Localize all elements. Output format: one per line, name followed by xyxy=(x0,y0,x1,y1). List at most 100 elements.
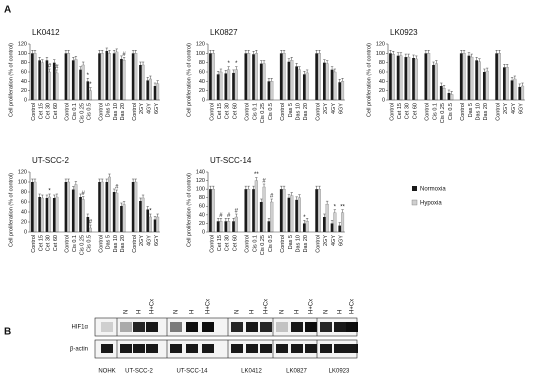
x-tick-label: Control xyxy=(31,235,37,253)
cell-line-label: NOHK xyxy=(98,369,115,375)
bar xyxy=(447,93,451,100)
x-tick-label: 2GY xyxy=(139,103,145,114)
bar xyxy=(156,216,160,233)
band xyxy=(202,344,214,353)
bar xyxy=(100,181,104,233)
bar xyxy=(267,221,271,232)
bar xyxy=(74,184,78,233)
bar xyxy=(262,63,266,101)
bar xyxy=(432,65,435,100)
x-tick-label: Cis 0.5 xyxy=(268,103,274,120)
x-tick-label: Cet 30 xyxy=(46,103,52,119)
significance-marker: # xyxy=(219,213,223,219)
band xyxy=(170,322,182,332)
x-tick-label: Cet 60 xyxy=(53,235,59,251)
band xyxy=(334,322,346,332)
bar xyxy=(79,69,82,100)
bar xyxy=(153,86,157,100)
y-axis-label: Cell proliferation (% of control) xyxy=(186,173,192,247)
bar xyxy=(495,53,499,100)
bar xyxy=(282,188,286,233)
bar xyxy=(330,69,334,100)
significance-marker: # xyxy=(262,179,266,185)
panel-label: B xyxy=(4,327,11,338)
bar xyxy=(412,58,415,100)
legend: Normoxia Hypoxia xyxy=(411,186,446,207)
bar xyxy=(252,189,255,232)
bar xyxy=(470,56,474,101)
bar xyxy=(216,221,220,232)
panel-label: A xyxy=(4,5,11,16)
x-tick-label: Control xyxy=(245,235,251,253)
bar xyxy=(252,54,255,100)
significance-marker: # xyxy=(227,213,231,219)
cell-line-label: LK0923 xyxy=(329,369,350,375)
bar xyxy=(254,53,258,101)
y-axis-label: Cell proliferation (% of control) xyxy=(8,43,14,117)
band xyxy=(346,344,358,353)
chart-title: LK0827 xyxy=(210,28,238,37)
lane-label: H xyxy=(137,310,143,314)
x-tick-label: 4GY xyxy=(511,103,517,114)
x-tick-label: Cis 0.25 xyxy=(260,235,266,255)
y-tick-label: 40 xyxy=(199,79,205,85)
chart: UT-SCC-2 Cell proliferation (% of control… xyxy=(8,156,160,255)
bar xyxy=(115,192,119,233)
x-tick-label: Control xyxy=(132,235,138,253)
significance-marker: * xyxy=(89,82,92,88)
band xyxy=(120,322,132,332)
x-tick-label: 6GY xyxy=(339,235,345,246)
lane-label: H xyxy=(190,310,196,314)
x-tick-label: Cis 0.5 xyxy=(268,235,274,252)
bar xyxy=(131,53,135,100)
lane-label: H+Cx xyxy=(206,299,212,314)
y-tick-label: 120 xyxy=(196,41,205,47)
cell-line-label: UT-SCC-2 xyxy=(125,369,153,375)
bar xyxy=(153,219,157,232)
bar xyxy=(48,196,52,233)
significance-marker: * xyxy=(48,189,51,195)
y-tick-label: 20 xyxy=(379,88,385,94)
western-blot: HIF1α β-actin NOHK N H H+Cx UT-SCC-2 N H H+Cx UT… xyxy=(70,299,358,375)
bar xyxy=(279,53,283,100)
y-tick-label: 60 xyxy=(199,69,205,75)
y-tick-label: 20 xyxy=(199,221,205,227)
legend-swatch xyxy=(412,186,417,191)
bar xyxy=(139,65,142,100)
x-tick-label: Cet 30 xyxy=(225,103,231,119)
bar xyxy=(254,180,258,233)
bar xyxy=(302,74,306,100)
chart: LK0923 Cell proliferation (% of control) 0… xyxy=(366,28,525,123)
significance-marker: # xyxy=(48,64,52,70)
x-tick-label: 2GY xyxy=(139,235,145,246)
x-tick-label: 6GY xyxy=(519,103,525,114)
bar xyxy=(227,221,231,233)
bar xyxy=(81,64,85,101)
band xyxy=(202,322,214,332)
bar xyxy=(211,53,215,101)
bar xyxy=(389,53,392,100)
x-tick-label: Control xyxy=(496,103,502,121)
bar xyxy=(247,188,251,233)
x-tick-label: Cis 0.25 xyxy=(79,235,85,255)
x-tick-label: Cet 15 xyxy=(38,103,44,119)
bar xyxy=(105,51,109,100)
x-tick-label: Control xyxy=(209,103,215,121)
significance-marker: ** xyxy=(254,172,259,178)
x-tick-label: Control xyxy=(316,103,322,121)
bar xyxy=(98,53,101,100)
lane-label: H+Cx xyxy=(150,299,156,314)
band xyxy=(133,322,145,332)
bar xyxy=(338,225,342,232)
x-tick-label: Das 5 xyxy=(288,103,294,117)
band xyxy=(305,322,317,332)
bar xyxy=(521,85,525,101)
y-tick-label: 20 xyxy=(21,88,27,94)
y-tick-label: 100 xyxy=(376,51,385,57)
x-tick-label: Control xyxy=(98,235,104,253)
significance-marker: # xyxy=(122,52,126,58)
lane-label: H+Cx xyxy=(264,299,270,314)
y-tick-label: 40 xyxy=(21,79,27,85)
bar xyxy=(52,198,56,232)
x-tick-label: Das 10 xyxy=(113,235,119,252)
